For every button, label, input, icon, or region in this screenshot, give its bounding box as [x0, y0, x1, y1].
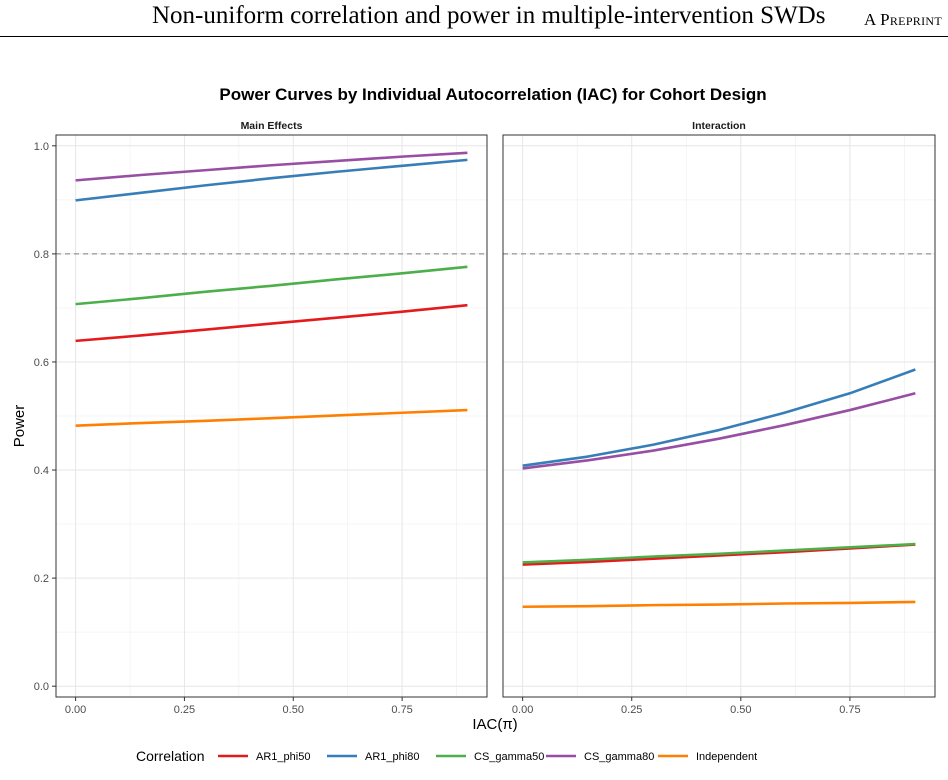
- page-header: Non-uniform correlation and power in mul…: [0, 0, 948, 37]
- series-line-independent-main-effects: [75, 408, 468, 428]
- chart-panels: Main Effects 0.00 0.25 0.50 0.75 0.0 0.2 0.4 0.6…: [34, 120, 936, 716]
- panel-title-interaction: Interaction: [692, 120, 746, 132]
- y-tick-label: 0.4: [34, 465, 49, 477]
- x-tick-label: 0.00: [512, 704, 533, 716]
- x-tick-label: 0.75: [391, 704, 412, 716]
- legend-title: Correlation: [136, 748, 204, 764]
- preprint-tag: A Preprint: [863, 10, 942, 29]
- chart-legend: Correlation AR1_phi50 AR1_phi80 CS_gamma50 C…: [136, 748, 757, 764]
- panel-border: [502, 134, 936, 698]
- x-axis-label: IAC(π): [472, 716, 517, 733]
- series-line-cs-gamma80-interaction: [522, 392, 916, 470]
- x-tick-label: 0.00: [65, 704, 86, 716]
- x-tick-label: 0.75: [839, 704, 860, 716]
- legend-label-cs-gamma50: CS_gamma50: [474, 751, 544, 763]
- x-tick-label: 0.25: [621, 704, 642, 716]
- y-tick-label: 0.8: [34, 249, 49, 261]
- panel-title-main-effects: Main Effects: [241, 120, 303, 132]
- series-line-independent-interaction: [522, 600, 916, 609]
- series-line-ar1-phi80-main-effects: [75, 158, 468, 202]
- legend-label-ar1-phi80: AR1_phi80: [365, 751, 419, 763]
- x-tick-label: 0.50: [283, 704, 304, 716]
- y-tick-label: 0.6: [34, 357, 49, 369]
- page-running-title: Non-uniform correlation and power in mul…: [152, 2, 826, 29]
- legend-label-independent: Independent: [696, 751, 757, 763]
- series-line-cs-gamma50-interaction: [522, 542, 916, 564]
- power-curves-chart: Power Curves by Individual Autocorrelati…: [11, 85, 936, 764]
- x-tick-label: 0.50: [730, 704, 751, 716]
- y-tick-label: 0.0: [34, 681, 49, 693]
- y-tick-label: 0.2: [34, 573, 49, 585]
- panel-interaction: Interaction 0.00 0.25 0.50 0.75: [502, 120, 936, 716]
- series-line-ar1-phi50-main-effects: [75, 303, 468, 343]
- legend-label-ar1-phi50: AR1_phi50: [256, 751, 310, 763]
- y-axis-label: Power: [11, 405, 28, 448]
- legend-label-cs-gamma80: CS_gamma80: [584, 751, 654, 763]
- series-line-ar1-phi80-interaction: [522, 368, 916, 468]
- x-tick-label: 0.25: [174, 704, 195, 716]
- series-line-cs-gamma80-main-effects: [75, 151, 468, 182]
- panel-main-effects: Main Effects 0.00 0.25 0.50 0.75 0.0 0.2 0.4 0.6…: [34, 120, 488, 716]
- y-tick-label: 1.0: [34, 141, 49, 153]
- series-line-cs-gamma50-main-effects: [75, 265, 468, 306]
- chart-title: Power Curves by Individual Autocorrelati…: [219, 85, 766, 104]
- panel-border: [55, 134, 488, 698]
